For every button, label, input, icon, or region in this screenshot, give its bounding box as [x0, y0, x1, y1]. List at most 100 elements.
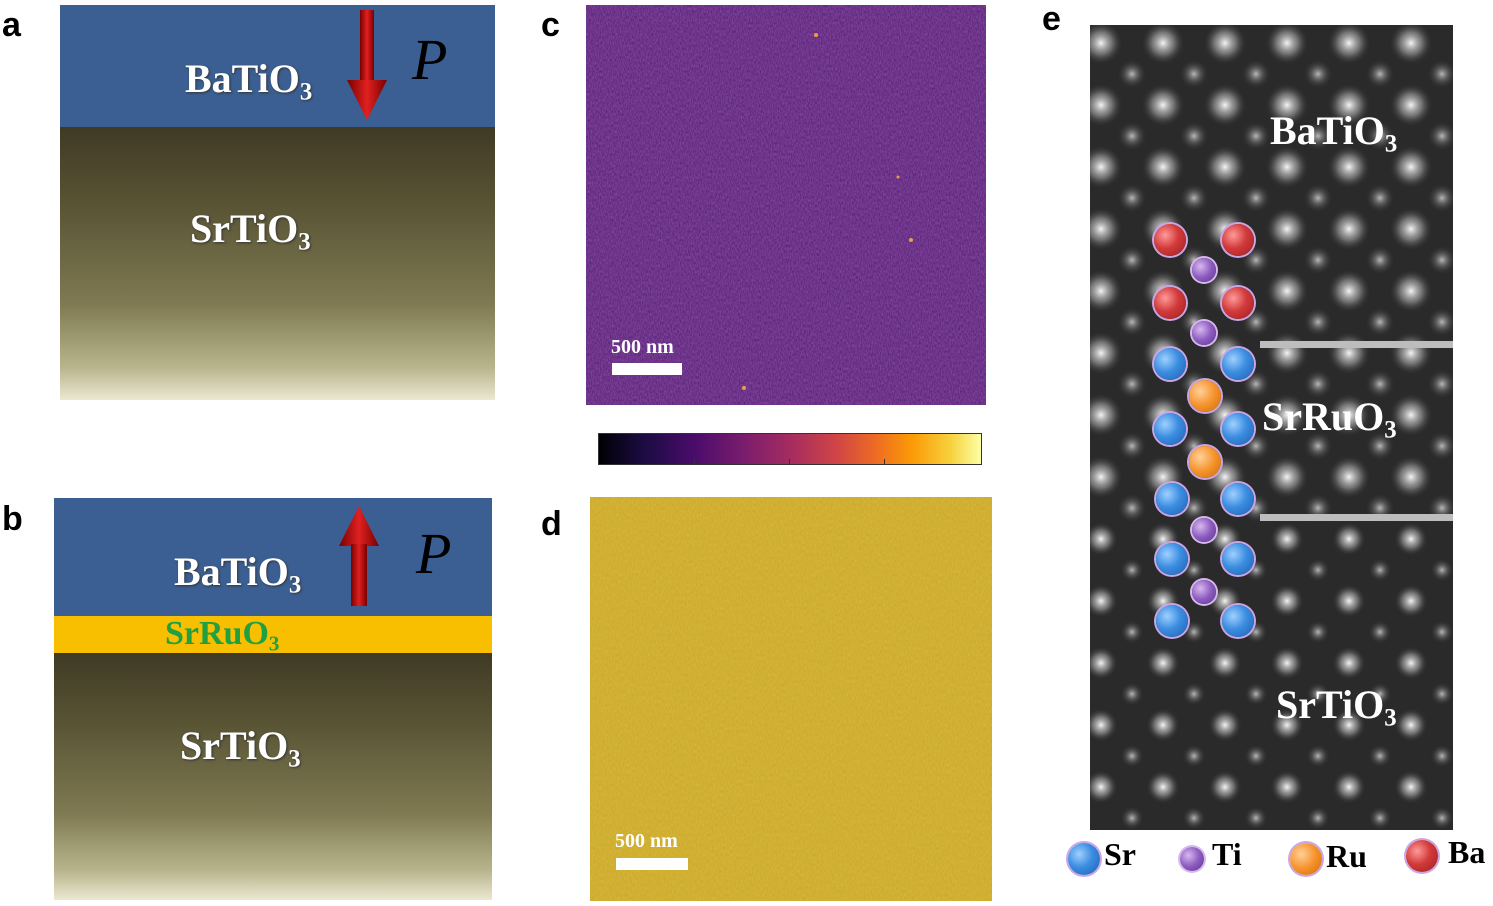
b-site-column — [1182, 620, 1206, 644]
a-site-column — [1389, 83, 1433, 127]
b-site-column — [1117, 431, 1147, 461]
afm-texture — [586, 5, 986, 405]
a-site-column — [1332, 708, 1366, 742]
sr-atom — [1154, 413, 1186, 445]
a-site-column — [1451, 95, 1453, 115]
a-site-column — [1090, 269, 1123, 313]
srruo3-label: SrRuO3 — [165, 615, 280, 656]
b-site-column — [1427, 245, 1453, 275]
ba-atom — [1222, 224, 1254, 256]
b-site-column — [1368, 620, 1392, 644]
panel-label-c: c — [541, 6, 560, 44]
b-site-column — [1365, 183, 1395, 213]
a-site-column — [1389, 455, 1433, 499]
b-site-column — [1365, 59, 1395, 89]
b-site-column — [1365, 431, 1395, 461]
b-site-column — [1365, 369, 1395, 399]
b-site-column — [1303, 307, 1333, 337]
ti-atom — [1192, 518, 1216, 542]
b-site-column — [1303, 183, 1333, 213]
b-site-column — [1182, 806, 1206, 830]
b-site-column — [1182, 558, 1206, 582]
b-site-column — [1244, 806, 1268, 830]
batio3-layer — [54, 498, 492, 616]
b-site-column — [1120, 682, 1144, 706]
b-site-column — [1368, 558, 1392, 582]
b-site-column — [1368, 806, 1392, 830]
a-site-column — [1146, 708, 1180, 742]
sr-legend-label: Sr — [1104, 836, 1136, 872]
a-site-column — [1090, 25, 1123, 65]
b-site-column — [1368, 682, 1392, 706]
b-site-column — [1365, 121, 1395, 151]
a-site-column — [1090, 522, 1118, 556]
a-site-column — [1203, 83, 1247, 127]
a-site-column — [1265, 83, 1309, 127]
b-site-column — [1306, 682, 1330, 706]
b-site-column — [1241, 121, 1271, 151]
sr-atom — [1222, 413, 1254, 445]
b-site-column — [1120, 620, 1144, 644]
color-scale-tick — [884, 459, 885, 464]
polarization-label: P — [416, 521, 452, 586]
a-site-column — [1270, 770, 1304, 804]
a-site-column — [1203, 25, 1247, 65]
a-site-column — [1203, 145, 1247, 189]
a-site-column — [1090, 393, 1123, 437]
ru-legend-icon — [1290, 843, 1322, 875]
a-site-column — [1141, 145, 1185, 189]
a-site-column — [1394, 584, 1428, 618]
ti-atom — [1192, 580, 1216, 604]
b-site-column — [1303, 369, 1333, 399]
a-site-column — [1090, 331, 1123, 375]
a-site-column — [1389, 145, 1433, 189]
b-site-column — [1117, 59, 1147, 89]
afm-topography-image: 500 nm — [586, 5, 986, 405]
ti-atom — [1192, 258, 1216, 282]
atomic-columns — [1090, 25, 1453, 830]
a-site-column — [1451, 405, 1453, 425]
sr-atom — [1222, 605, 1254, 637]
sr-atom — [1156, 483, 1188, 515]
b-site-column — [1117, 493, 1147, 523]
b-site-column — [1430, 806, 1453, 830]
a-site-column — [1090, 708, 1118, 742]
a-site-column — [1327, 269, 1371, 313]
a-site-column — [1327, 207, 1371, 251]
panel-label-d: d — [541, 505, 562, 543]
ti-atom — [1192, 321, 1216, 345]
panel-label-b: b — [2, 500, 23, 538]
a-site-column — [1146, 770, 1180, 804]
b-site-column — [1244, 744, 1268, 768]
polarization-arrow-up-icon — [339, 506, 379, 606]
a-site-column — [1146, 646, 1180, 680]
b-site-column — [1182, 744, 1206, 768]
a-site-column — [1090, 83, 1123, 127]
a-site-column — [1090, 207, 1123, 251]
b-site-column — [1427, 307, 1453, 337]
b-site-column — [1303, 121, 1333, 151]
srtio3-substrate — [60, 127, 495, 400]
b-site-column — [1427, 59, 1453, 89]
a-site-column — [1389, 207, 1433, 251]
a-site-column — [1332, 646, 1366, 680]
ru-atom — [1189, 380, 1221, 412]
a-site-column — [1090, 646, 1118, 680]
b-site-column — [1303, 431, 1333, 461]
b-site-column — [1303, 59, 1333, 89]
sr-atom — [1222, 483, 1254, 515]
a-site-column — [1389, 269, 1433, 313]
a-site-column — [1451, 157, 1453, 177]
a-site-column — [1327, 393, 1371, 437]
sr-legend-icon — [1068, 843, 1100, 875]
a-site-column — [1090, 145, 1123, 189]
a-site-column — [1265, 25, 1309, 65]
a-site-column — [1451, 219, 1453, 239]
a-site-column — [1451, 343, 1453, 363]
panel-label-e: e — [1042, 0, 1061, 38]
b-site-column — [1120, 558, 1144, 582]
batio3-label: BaTiO3 — [185, 56, 313, 106]
a-site-column — [1090, 455, 1123, 499]
a-site-column — [1270, 646, 1304, 680]
a-site-column — [1208, 646, 1242, 680]
